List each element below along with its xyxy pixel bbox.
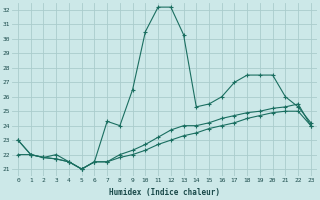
X-axis label: Humidex (Indice chaleur): Humidex (Indice chaleur)	[109, 188, 220, 197]
